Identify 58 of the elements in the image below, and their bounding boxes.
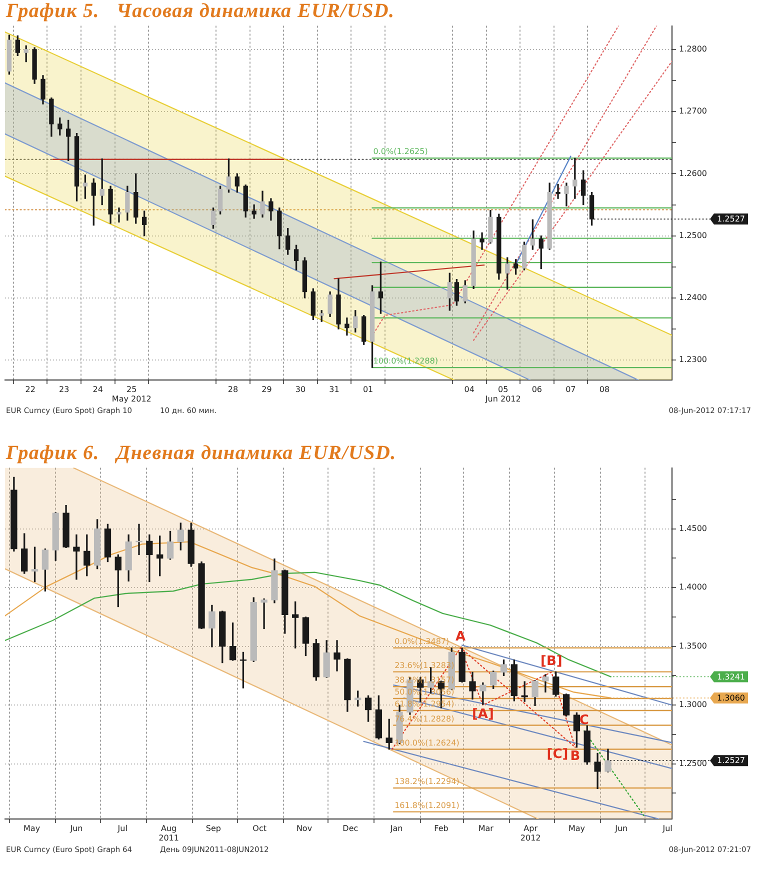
series-label: 0.0%(1.2625)	[373, 147, 428, 156]
annotation: 1.2527	[717, 756, 745, 766]
annotation: [A]	[472, 706, 494, 722]
y-tick-label: 1.2400	[679, 293, 707, 302]
x-tick-label: 01	[362, 384, 374, 394]
x-tick-label: Jan	[389, 824, 403, 833]
x-tick-label: 22	[25, 384, 36, 394]
series-label: 138.2%(1.2294)	[394, 777, 460, 786]
x-tick-label: Mar	[478, 824, 494, 833]
y-tick-label: 1.3000	[679, 700, 707, 710]
y-tick-label: 1.2500	[679, 758, 707, 768]
x-tick-label: 31	[329, 384, 340, 394]
x-tick-label: 04	[464, 384, 474, 394]
y-tick-label: 1.2800	[679, 44, 707, 54]
x-tick-label: 28	[228, 384, 238, 394]
y-tick-label: 1.4000	[679, 582, 707, 592]
y-tick-label: 1.4500	[679, 524, 707, 533]
x-tick-label: Oct	[252, 824, 267, 833]
chart-title: График 6. Дневная динамика EUR/USD.	[6, 442, 396, 464]
annotation: A	[456, 630, 466, 645]
x-tick-label: Jul	[662, 824, 672, 833]
x-tick-label: Sep	[206, 824, 221, 833]
x-tick-label: May	[568, 824, 586, 833]
x-tick-label: 07	[566, 384, 576, 394]
annotation: 1.2527	[717, 214, 745, 224]
x-tick-label: Jun	[614, 824, 628, 833]
y-tick-label: 1.2600	[679, 168, 707, 178]
series-label: 161.8%(1.2091)	[394, 800, 460, 810]
x-tick-label: 06	[532, 384, 542, 394]
x-tick-label: Nov	[296, 824, 312, 833]
x-tick-label: 23	[59, 384, 70, 394]
annotation: B	[570, 749, 580, 764]
x-tick-label: 30	[295, 384, 306, 394]
chart-title: График 5. Часовая динамика EUR/USD.	[6, 0, 395, 22]
annotation: [B]	[540, 654, 562, 670]
y-tick-label: 1.3500	[679, 641, 707, 650]
y-tick-label: 1.2700	[679, 106, 707, 116]
x-tick-label: 25 May 2012	[112, 384, 152, 404]
x-tick-label: Apr 2012	[520, 824, 541, 842]
x-tick-label: May	[24, 824, 40, 833]
annotation: [C]	[546, 747, 568, 762]
x-tick-label: Aug 2011	[158, 824, 179, 842]
annotation: 1.3060	[717, 694, 745, 703]
x-tick-label: Feb	[434, 824, 448, 833]
y-tick-label: 1.2300	[679, 355, 707, 364]
x-tick-label: 24	[92, 384, 103, 394]
annotation: 1.3241	[717, 672, 745, 682]
x-tick-label: 05 Jun 2012	[484, 384, 521, 404]
x-tick-label: 08	[599, 384, 610, 394]
x-tick-label: Dec	[342, 824, 358, 833]
annotation: C	[579, 712, 589, 728]
x-tick-label: 29	[262, 384, 272, 394]
x-tick-label: Jun	[69, 824, 83, 833]
series-label: 23.6%(1.3283)	[394, 660, 454, 670]
series-label: 76.4%(1.2828)	[394, 714, 454, 724]
y-tick-label: 1.2500	[679, 230, 707, 240]
x-tick-label: Jul	[116, 824, 128, 833]
series-label: 100.0%(1.2624)	[394, 738, 460, 748]
